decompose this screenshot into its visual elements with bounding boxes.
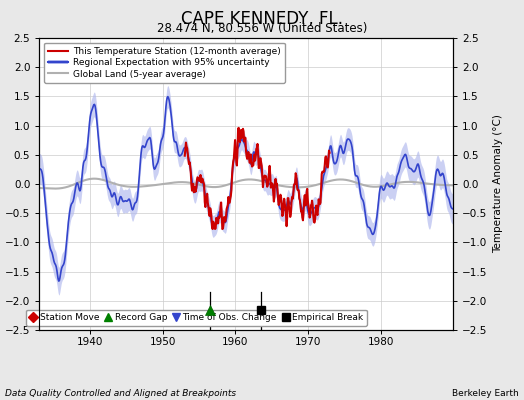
Legend: Station Move, Record Gap, Time of Obs. Change, Empirical Break: Station Move, Record Gap, Time of Obs. C… <box>26 310 367 326</box>
Text: CAPE KENNEDY, FL.: CAPE KENNEDY, FL. <box>181 10 343 28</box>
Text: 28.474 N, 80.556 W (United States): 28.474 N, 80.556 W (United States) <box>157 22 367 35</box>
Y-axis label: Temperature Anomaly (°C): Temperature Anomaly (°C) <box>493 114 503 254</box>
Text: Berkeley Earth: Berkeley Earth <box>452 389 519 398</box>
Text: Data Quality Controlled and Aligned at Breakpoints: Data Quality Controlled and Aligned at B… <box>5 389 236 398</box>
